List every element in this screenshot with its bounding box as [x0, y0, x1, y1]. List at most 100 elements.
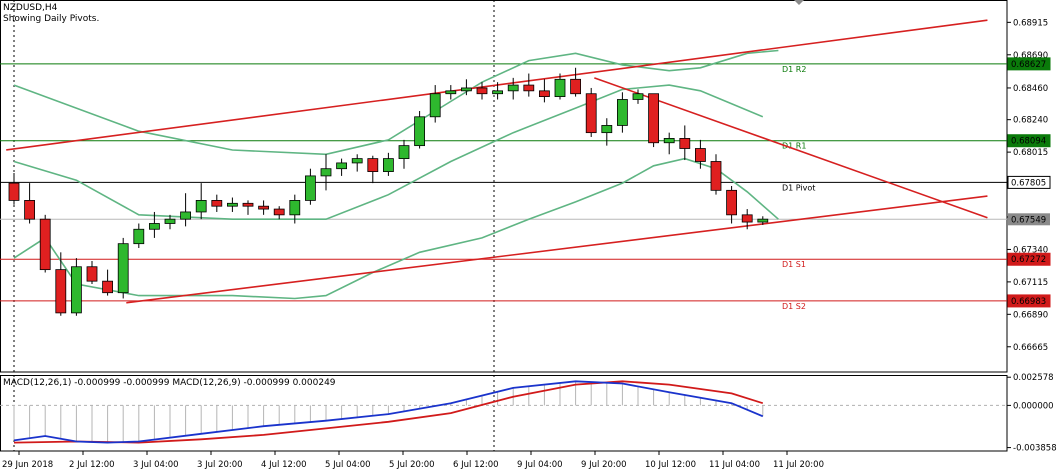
candle-body: [320, 168, 332, 177]
candle-body: [195, 200, 207, 213]
pivot-price-badge: [1007, 134, 1051, 148]
candle-body: [523, 84, 535, 92]
macd-y-tick-label: 0.002578: [1013, 373, 1054, 383]
candle: [398, 139, 410, 169]
x-tick-label: 3 Jul 20:00: [197, 460, 243, 470]
candle: [523, 73, 535, 97]
y-tick-label: 0.66665: [1013, 343, 1048, 353]
macd-panel[interactable]: 0.002578 0.000000 -0.003858: [0, 373, 1057, 454]
candle-body: [757, 218, 769, 223]
pivot-price-label: 0.66983: [1011, 297, 1046, 307]
x-tick-label: 9 Jul 20:00: [581, 460, 627, 470]
macd-y-tick-label: 0.000000: [1013, 401, 1054, 411]
x-tick-label: 29 Jun 2018: [2, 460, 53, 470]
candle-body: [102, 280, 113, 294]
trendline[interactable]: [6, 19, 988, 151]
candle: [367, 155, 379, 184]
candle-body: [71, 266, 82, 314]
price-frame: [0, 0, 1008, 373]
candle: [382, 152, 394, 176]
y-tick-label: 0.66890: [1013, 310, 1048, 320]
y-tick-label: 0.68240: [1013, 116, 1048, 126]
candle: [8, 173, 20, 205]
candle-body: [211, 200, 223, 207]
candle-body: [460, 87, 472, 92]
bollinger-upper-line: [13, 49, 779, 156]
candle-body: [710, 161, 722, 191]
candle-body: [507, 84, 519, 92]
price-panel[interactable]: 0.689150.686900.684600.682400.680150.677…: [0, 0, 1051, 373]
time-axis: 29 Jun 2018 2 Jul 12:00 3 Jul 04:00 3 Jul 2…: [2, 451, 824, 470]
candle-body: [8, 182, 20, 201]
candle: [242, 200, 254, 215]
candle-body: [445, 90, 457, 95]
candle-body: [741, 214, 753, 223]
candle-body: [648, 93, 659, 144]
trendline[interactable]: [594, 77, 988, 219]
candle-body: [24, 200, 36, 220]
candle-body: [679, 138, 691, 149]
candle-body: [133, 228, 145, 245]
y-tick-label: 0.68690: [1013, 51, 1048, 61]
symbol-label: NZDUSD,H4: [3, 3, 58, 13]
current-price-label: 0.67549: [1011, 215, 1046, 225]
candle-body: [226, 202, 238, 207]
macd-signal-line: [13, 380, 764, 444]
candle: [86, 260, 98, 285]
candle: [55, 252, 67, 316]
candle: [102, 269, 113, 296]
candle-body: [304, 175, 316, 201]
pivot-price-label: 0.67805: [1011, 178, 1046, 188]
candle-body: [336, 162, 348, 170]
candle: [39, 214, 51, 273]
candle: [492, 82, 504, 100]
candle: [632, 89, 644, 104]
candle-body: [164, 218, 176, 224]
candle: [663, 132, 675, 155]
pivot-level-label: D1 R1: [782, 142, 806, 151]
y-tick-label: 0.67340: [1013, 245, 1048, 255]
candle-body: [632, 93, 644, 100]
x-tick-label: 9 Jul 04:00: [517, 460, 563, 470]
candle: [695, 139, 706, 169]
pivot-price-label: 0.68094: [1011, 137, 1046, 147]
candle-body: [429, 93, 441, 118]
candle: [71, 258, 82, 316]
candle: [320, 154, 332, 191]
candle: [273, 206, 285, 220]
candle-body: [663, 138, 675, 144]
y-tick-label: 0.68915: [1013, 18, 1048, 28]
candle: [570, 67, 581, 97]
candle-body: [414, 116, 426, 147]
bollinger-lower-line: [13, 157, 779, 300]
candle: [539, 79, 550, 103]
candle: [429, 85, 441, 123]
pivots-note: Showing Daily Pivots.: [3, 14, 99, 24]
candle-body: [585, 93, 597, 134]
candle-body: [695, 148, 706, 162]
candle-body: [492, 90, 504, 95]
candle-body: [570, 78, 581, 95]
pivot-level-label: D1 S2: [782, 302, 806, 311]
pivot-level-label: D1 S1: [782, 260, 806, 269]
y-tick-label: 0.68015: [1013, 148, 1048, 158]
candle: [710, 154, 722, 195]
candle: [148, 211, 160, 238]
scroll-marker-icon[interactable]: [794, 0, 804, 5]
x-tick-label: 11 Jul 04:00: [709, 460, 760, 470]
candle: [351, 154, 363, 172]
pivot-price-badge: [1007, 294, 1051, 308]
x-tick-label: 5 Jul 20:00: [389, 460, 435, 470]
candle: [289, 194, 301, 224]
y-tick-label: 0.68460: [1013, 84, 1048, 94]
candle-body: [289, 200, 301, 216]
candle: [117, 237, 129, 299]
candle-body: [180, 211, 192, 220]
trendline[interactable]: [126, 195, 988, 304]
candle: [617, 92, 628, 133]
candle: [445, 85, 457, 100]
candle-body: [258, 205, 270, 210]
candle-body: [351, 158, 363, 164]
candle: [304, 168, 316, 205]
